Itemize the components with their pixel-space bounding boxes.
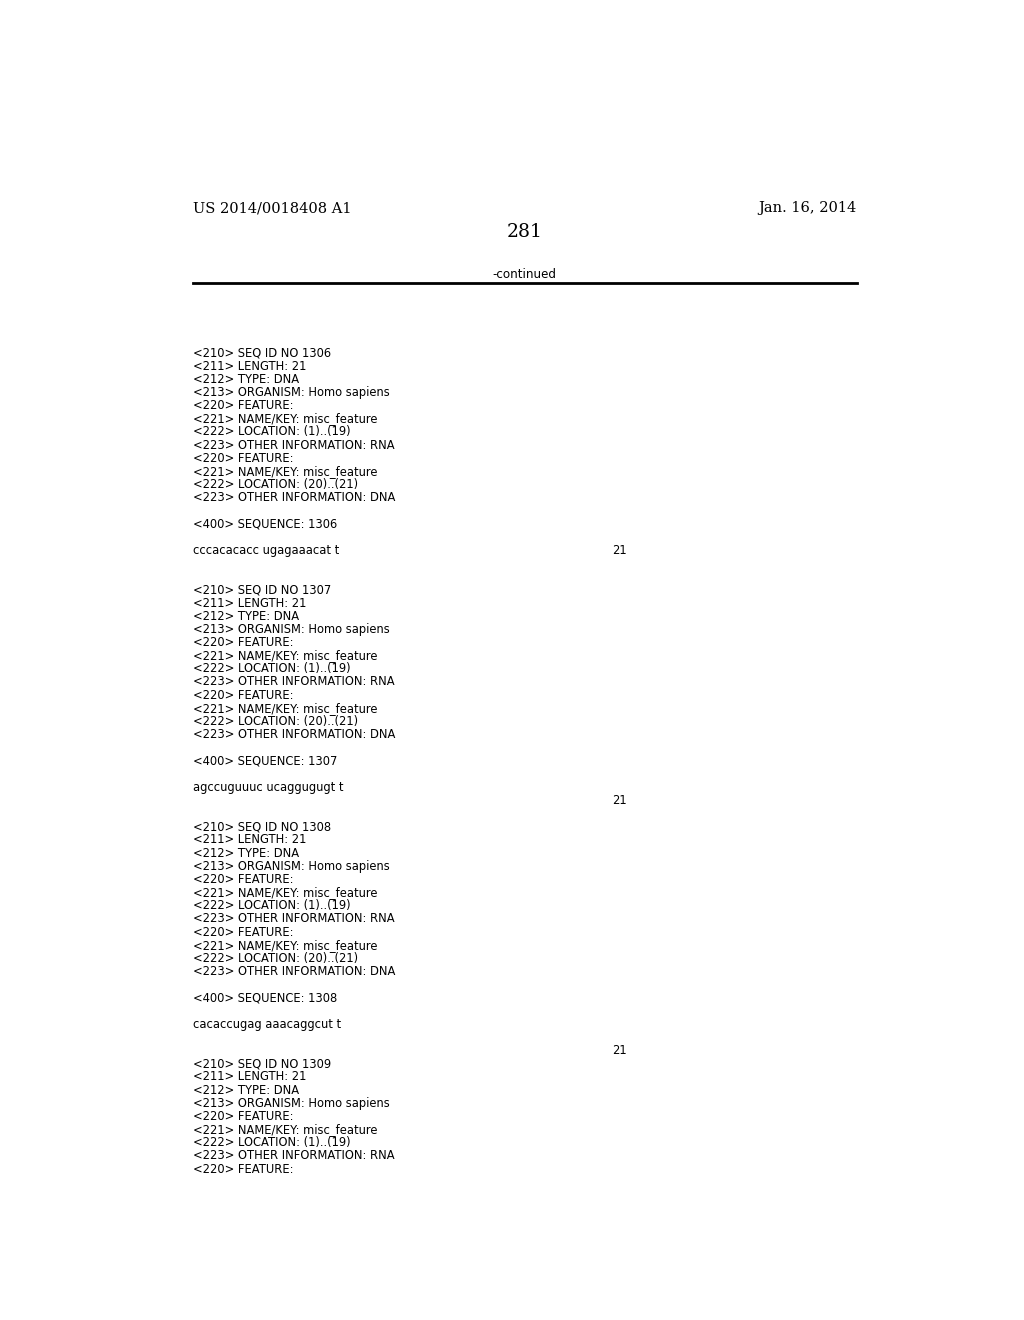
Text: <222> LOCATION: (1)..(19): <222> LOCATION: (1)..(19) — [194, 425, 350, 438]
Text: <213> ORGANISM: Homo sapiens: <213> ORGANISM: Homo sapiens — [194, 623, 390, 636]
Text: <221> NAME/KEY: misc_feature: <221> NAME/KEY: misc_feature — [194, 649, 378, 663]
Text: cccacacacc ugagaaacat t: cccacacacc ugagaaacat t — [194, 544, 339, 557]
Text: <210> SEQ ID NO 1309: <210> SEQ ID NO 1309 — [194, 1057, 331, 1071]
Text: US 2014/0018408 A1: US 2014/0018408 A1 — [194, 201, 351, 215]
Text: <221> NAME/KEY: misc_feature: <221> NAME/KEY: misc_feature — [194, 1123, 378, 1137]
Text: <222> LOCATION: (1)..(19): <222> LOCATION: (1)..(19) — [194, 899, 350, 912]
Text: <212> TYPE: DNA: <212> TYPE: DNA — [194, 610, 299, 623]
Text: <223> OTHER INFORMATION: RNA: <223> OTHER INFORMATION: RNA — [194, 1150, 394, 1163]
Text: <221> NAME/KEY: misc_feature: <221> NAME/KEY: misc_feature — [194, 702, 378, 715]
Text: <220> FEATURE:: <220> FEATURE: — [194, 873, 294, 886]
Text: <211> LENGTH: 21: <211> LENGTH: 21 — [194, 833, 306, 846]
Text: <400> SEQUENCE: 1307: <400> SEQUENCE: 1307 — [194, 755, 338, 767]
Text: <212> TYPE: DNA: <212> TYPE: DNA — [194, 372, 299, 385]
Text: agccuguuuc ucaggugugt t: agccuguuuc ucaggugugt t — [194, 781, 344, 793]
Text: <222> LOCATION: (20)..(21): <222> LOCATION: (20)..(21) — [194, 715, 358, 729]
Text: <210> SEQ ID NO 1306: <210> SEQ ID NO 1306 — [194, 346, 331, 359]
Text: <223> OTHER INFORMATION: DNA: <223> OTHER INFORMATION: DNA — [194, 729, 395, 741]
Text: 21: 21 — [611, 1044, 627, 1057]
Text: <223> OTHER INFORMATION: RNA: <223> OTHER INFORMATION: RNA — [194, 438, 394, 451]
Text: <223> OTHER INFORMATION: DNA: <223> OTHER INFORMATION: DNA — [194, 491, 395, 504]
Text: <222> LOCATION: (20)..(21): <222> LOCATION: (20)..(21) — [194, 478, 358, 491]
Text: <221> NAME/KEY: misc_feature: <221> NAME/KEY: misc_feature — [194, 939, 378, 952]
Text: <220> FEATURE:: <220> FEATURE: — [194, 689, 294, 702]
Text: <213> ORGANISM: Homo sapiens: <213> ORGANISM: Homo sapiens — [194, 385, 390, 399]
Text: <220> FEATURE:: <220> FEATURE: — [194, 451, 294, 465]
Text: <221> NAME/KEY: misc_feature: <221> NAME/KEY: misc_feature — [194, 412, 378, 425]
Text: <222> LOCATION: (1)..(19): <222> LOCATION: (1)..(19) — [194, 663, 350, 676]
Text: <220> FEATURE:: <220> FEATURE: — [194, 1163, 294, 1176]
Text: <223> OTHER INFORMATION: RNA: <223> OTHER INFORMATION: RNA — [194, 676, 394, 689]
Text: <220> FEATURE:: <220> FEATURE: — [194, 925, 294, 939]
Text: <212> TYPE: DNA: <212> TYPE: DNA — [194, 846, 299, 859]
Text: 21: 21 — [611, 544, 627, 557]
Text: <210> SEQ ID NO 1307: <210> SEQ ID NO 1307 — [194, 583, 332, 597]
Text: -continued: -continued — [493, 268, 557, 281]
Text: Jan. 16, 2014: Jan. 16, 2014 — [759, 201, 856, 215]
Text: <211> LENGTH: 21: <211> LENGTH: 21 — [194, 1071, 306, 1084]
Text: <220> FEATURE:: <220> FEATURE: — [194, 1110, 294, 1123]
Text: <213> ORGANISM: Homo sapiens: <213> ORGANISM: Homo sapiens — [194, 1097, 390, 1110]
Text: cacaccugag aaacaggcut t: cacaccugag aaacaggcut t — [194, 1018, 341, 1031]
Text: <212> TYPE: DNA: <212> TYPE: DNA — [194, 1084, 299, 1097]
Text: <211> LENGTH: 21: <211> LENGTH: 21 — [194, 597, 306, 610]
Text: <223> OTHER INFORMATION: RNA: <223> OTHER INFORMATION: RNA — [194, 912, 394, 925]
Text: <221> NAME/KEY: misc_feature: <221> NAME/KEY: misc_feature — [194, 465, 378, 478]
Text: <222> LOCATION: (20)..(21): <222> LOCATION: (20)..(21) — [194, 952, 358, 965]
Text: <221> NAME/KEY: misc_feature: <221> NAME/KEY: misc_feature — [194, 886, 378, 899]
Text: <400> SEQUENCE: 1306: <400> SEQUENCE: 1306 — [194, 517, 337, 531]
Text: <220> FEATURE:: <220> FEATURE: — [194, 636, 294, 649]
Text: <220> FEATURE:: <220> FEATURE: — [194, 399, 294, 412]
Text: <400> SEQUENCE: 1308: <400> SEQUENCE: 1308 — [194, 991, 337, 1005]
Text: 281: 281 — [507, 223, 543, 242]
Text: <210> SEQ ID NO 1308: <210> SEQ ID NO 1308 — [194, 820, 331, 833]
Text: <213> ORGANISM: Homo sapiens: <213> ORGANISM: Homo sapiens — [194, 859, 390, 873]
Text: <211> LENGTH: 21: <211> LENGTH: 21 — [194, 359, 306, 372]
Text: <222> LOCATION: (1)..(19): <222> LOCATION: (1)..(19) — [194, 1137, 350, 1150]
Text: <223> OTHER INFORMATION: DNA: <223> OTHER INFORMATION: DNA — [194, 965, 395, 978]
Text: 21: 21 — [611, 793, 627, 807]
